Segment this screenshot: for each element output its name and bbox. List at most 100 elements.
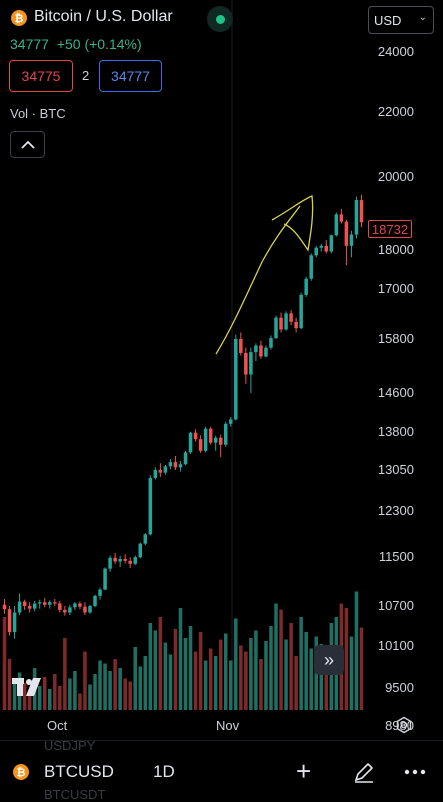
- tradingview-logo-icon: [12, 678, 41, 696]
- volume-bar: [22, 683, 27, 710]
- y-axis-label: 14600: [377, 385, 414, 401]
- candle-body: [279, 317, 283, 330]
- buy-ask-button[interactable]: 34777: [99, 60, 162, 92]
- y-axis-label: 15800: [377, 330, 414, 346]
- currency-select[interactable]: USD ⌄: [368, 6, 434, 34]
- candle-body: [113, 557, 117, 562]
- candle-body: [354, 200, 359, 235]
- volume-bar: [213, 656, 218, 710]
- scroll-to-realtime-button[interactable]: »: [314, 645, 344, 675]
- volume-bar: [264, 641, 268, 710]
- candle-body: [98, 589, 102, 596]
- status-dot: [215, 14, 225, 24]
- add-plus-icon[interactable]: +: [296, 756, 312, 786]
- sell-bid-button[interactable]: 34775: [9, 60, 73, 92]
- candle-body: [168, 462, 173, 467]
- volume-bar: [208, 648, 213, 710]
- volume-indicator-label[interactable]: Vol · BTC: [10, 106, 66, 121]
- hand-drawn-arrow[interactable]: [215, 195, 314, 355]
- volume-bar: [133, 647, 137, 710]
- volume-bar: [7, 659, 12, 710]
- volume-bar: [354, 591, 359, 710]
- volume-bar: [299, 617, 303, 710]
- volume-bar: [254, 630, 258, 710]
- candle-body: [158, 469, 163, 473]
- volume-bar: [178, 608, 183, 710]
- bitcoin-logo-glyph: ₿: [14, 11, 24, 25]
- symbol-title[interactable]: Bitcoin / U.S. Dollar: [34, 8, 173, 25]
- price-change-percent: (+0.14%): [84, 36, 142, 52]
- candle-body: [218, 437, 223, 445]
- volume-bar: [234, 618, 238, 710]
- volume-bar: [128, 681, 132, 710]
- interval-selector[interactable]: 1D: [153, 762, 175, 781]
- y-axis-label: 12300: [377, 502, 414, 518]
- volume-bar: [274, 603, 278, 710]
- candle-body: [48, 602, 52, 605]
- y-axis-label: 10100: [377, 637, 414, 653]
- candle-body: [264, 347, 268, 357]
- volume-bar: [239, 645, 243, 710]
- volume-bar: [83, 651, 87, 710]
- volume-bar: [48, 689, 52, 710]
- volume-bar: [344, 608, 349, 710]
- volume-bar: [153, 630, 158, 710]
- candle-body: [73, 603, 77, 608]
- candle-body: [32, 603, 37, 609]
- volume-bar: [218, 639, 223, 710]
- volume-bar: [183, 638, 188, 710]
- candle-body: [173, 462, 178, 468]
- y-axis-label: 24000: [377, 44, 414, 60]
- candle-body: [239, 338, 243, 353]
- ghost-symbol-above: USDJPY: [44, 738, 96, 753]
- volume-bar: [53, 674, 57, 710]
- candles: [2, 194, 364, 639]
- y-axis-label: 18000: [377, 241, 414, 257]
- collapse-indicators-button[interactable]: [10, 131, 45, 158]
- volume-bar: [359, 627, 364, 710]
- candle-body: [259, 345, 263, 357]
- volume-bar: [203, 660, 208, 710]
- candle-body: [319, 245, 324, 248]
- settings-gear-icon[interactable]: [395, 716, 413, 734]
- candle-body: [359, 200, 364, 223]
- price-chart[interactable]: [0, 0, 443, 740]
- candle-body: [93, 595, 97, 607]
- spread-value: 2: [82, 68, 90, 83]
- drawing-pen-icon[interactable]: [352, 760, 376, 784]
- candle-body: [27, 606, 32, 609]
- candle-body: [63, 609, 67, 613]
- candle-body: [339, 214, 344, 222]
- candle-body: [53, 602, 57, 604]
- candle-body: [37, 602, 42, 604]
- more-options-icon[interactable]: [404, 769, 426, 775]
- candle-body: [183, 452, 188, 465]
- volume-bar: [284, 639, 288, 710]
- candle-body: [244, 352, 248, 375]
- symbol-selector[interactable]: BTCUSD: [44, 762, 114, 781]
- ghost-symbol-below: BTCUSDT: [44, 787, 106, 802]
- y-axis-label: 13050: [377, 461, 414, 477]
- candle-body: [123, 559, 127, 561]
- candle-body: [2, 604, 7, 610]
- volume-bar: [2, 617, 7, 710]
- volume-bar: [78, 693, 82, 710]
- candle-body: [304, 278, 308, 295]
- volume-bar: [244, 651, 248, 710]
- candle-body: [269, 338, 273, 348]
- volume-bar: [58, 686, 62, 710]
- volume-bar: [27, 692, 32, 710]
- volume-bar: [309, 648, 313, 710]
- volume-bar: [143, 656, 148, 710]
- y-axis-label: 8980: [385, 718, 414, 734]
- volume-bar: [173, 629, 178, 710]
- volume-bar: [304, 632, 308, 710]
- candle-body: [349, 234, 354, 246]
- candle-body: [234, 338, 238, 420]
- market-status-icon[interactable]: [207, 6, 233, 32]
- candle-body: [213, 437, 218, 443]
- candle-body: [334, 214, 339, 236]
- volume-bar: [93, 674, 97, 710]
- volume-bar: [259, 659, 263, 710]
- volume-bar: [73, 671, 77, 710]
